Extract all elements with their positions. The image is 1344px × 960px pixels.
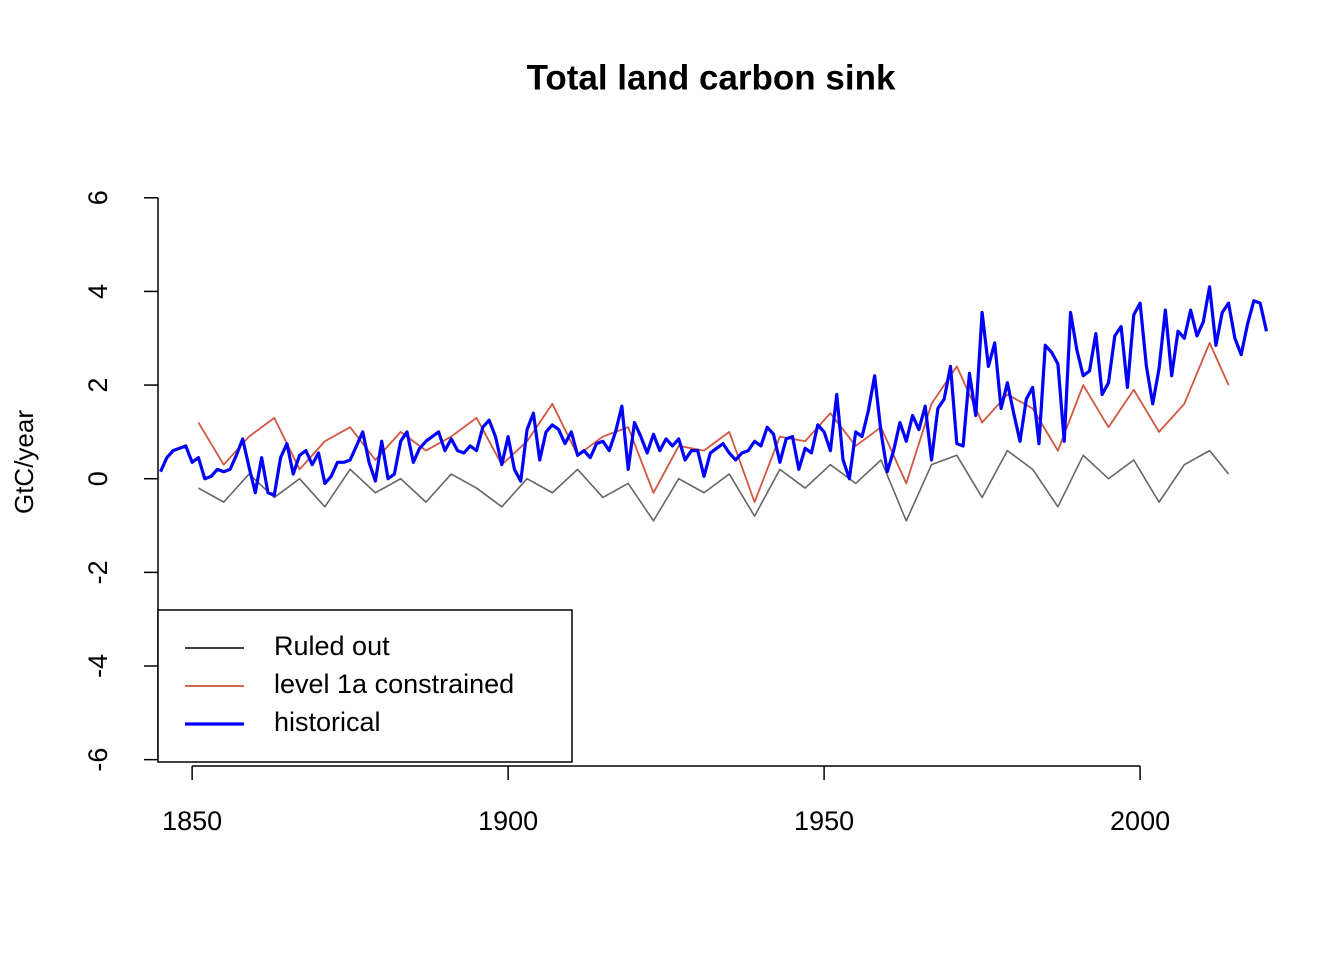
legend-label: Ruled out bbox=[274, 631, 390, 661]
y-tick-label: -4 bbox=[83, 654, 113, 678]
chart-title: Total land carbon sink bbox=[527, 58, 896, 97]
x-tick-label: 1900 bbox=[478, 806, 538, 836]
plot-area bbox=[159, 285, 1269, 522]
y-tick-label: 0 bbox=[83, 471, 113, 486]
y-tick-label: 6 bbox=[83, 190, 113, 205]
legend-label: level 1a constrained bbox=[274, 669, 514, 699]
legend-label: historical bbox=[274, 707, 381, 737]
series-line bbox=[159, 285, 1269, 497]
y-axis-label: GtC/year bbox=[9, 410, 39, 514]
y-tick-label: -6 bbox=[83, 748, 113, 772]
y-tick-label: -2 bbox=[83, 560, 113, 584]
x-tick-label: 1950 bbox=[794, 806, 854, 836]
series-line bbox=[197, 342, 1230, 504]
x-tick-label: 2000 bbox=[1110, 806, 1170, 836]
series-line bbox=[198, 449, 1230, 522]
y-tick-label: 4 bbox=[83, 284, 113, 299]
x-tick-label: 1850 bbox=[162, 806, 222, 836]
y-tick-label: 2 bbox=[83, 378, 113, 393]
